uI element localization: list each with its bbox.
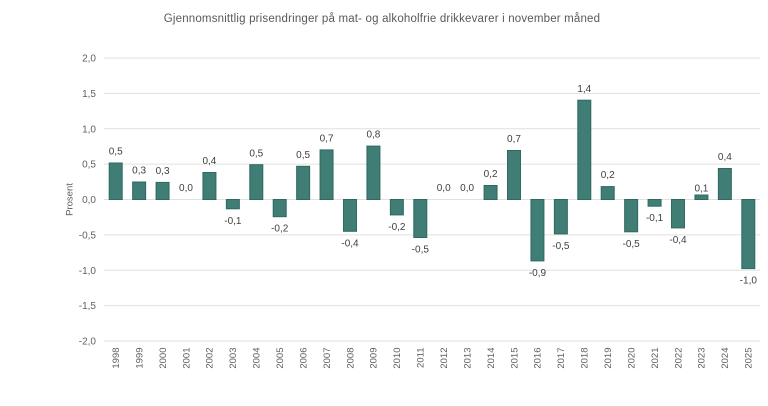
svg-text:2023: 2023 <box>697 348 708 369</box>
svg-text:-0,5: -0,5 <box>552 241 570 252</box>
svg-text:2017: 2017 <box>556 348 567 369</box>
svg-text:-0,4: -0,4 <box>341 238 359 249</box>
svg-text:2005: 2005 <box>275 348 286 369</box>
svg-text:2004: 2004 <box>252 348 263 369</box>
svg-text:2015: 2015 <box>509 348 520 369</box>
svg-text:0,7: 0,7 <box>507 134 521 145</box>
svg-text:0,5: 0,5 <box>82 160 96 171</box>
svg-text:2003: 2003 <box>228 348 239 369</box>
svg-text:2014: 2014 <box>486 348 497 369</box>
svg-text:2002: 2002 <box>205 348 216 369</box>
svg-text:2010: 2010 <box>392 348 403 369</box>
svg-text:1998: 1998 <box>111 348 122 369</box>
svg-text:2009: 2009 <box>369 348 380 369</box>
svg-text:2018: 2018 <box>580 348 591 369</box>
svg-text:-1,0: -1,0 <box>740 276 758 287</box>
svg-text:0,5: 0,5 <box>249 148 263 159</box>
svg-text:2012: 2012 <box>439 348 450 369</box>
svg-text:0,8: 0,8 <box>366 130 380 141</box>
svg-text:-0,9: -0,9 <box>529 268 547 279</box>
svg-text:0,0: 0,0 <box>460 183 474 194</box>
svg-text:2007: 2007 <box>322 348 333 369</box>
svg-text:-0,1: -0,1 <box>224 216 242 227</box>
svg-text:-0,5: -0,5 <box>623 239 641 250</box>
svg-text:2013: 2013 <box>462 348 473 369</box>
svg-text:0,0: 0,0 <box>82 195 96 206</box>
svg-text:0,0: 0,0 <box>179 183 193 194</box>
svg-text:2024: 2024 <box>720 348 731 369</box>
svg-text:1,5: 1,5 <box>82 89 96 100</box>
svg-text:1,0: 1,0 <box>82 124 96 135</box>
svg-text:Gjennomsnittlig prisendringer: Gjennomsnittlig prisendringer på mat- og… <box>164 13 600 25</box>
svg-text:-1,5: -1,5 <box>79 301 97 312</box>
svg-text:0,3: 0,3 <box>156 166 170 177</box>
svg-text:0,2: 0,2 <box>601 170 615 181</box>
svg-text:1,4: 1,4 <box>577 84 591 95</box>
svg-text:2001: 2001 <box>181 348 192 369</box>
svg-text:0,0: 0,0 <box>437 183 451 194</box>
svg-text:2019: 2019 <box>603 348 614 369</box>
svg-text:-0,4: -0,4 <box>669 235 687 246</box>
svg-text:-0,1: -0,1 <box>646 213 664 224</box>
svg-text:Prosent: Prosent <box>64 183 75 216</box>
svg-text:2022: 2022 <box>673 348 684 369</box>
svg-text:2025: 2025 <box>744 348 755 369</box>
svg-text:-0,5: -0,5 <box>412 245 430 256</box>
svg-text:2011: 2011 <box>416 348 427 368</box>
svg-text:-2,0: -2,0 <box>79 337 97 348</box>
svg-text:2008: 2008 <box>345 348 356 369</box>
svg-text:0,5: 0,5 <box>109 147 123 158</box>
svg-text:-1,0: -1,0 <box>79 266 97 277</box>
svg-text:0,3: 0,3 <box>132 166 146 177</box>
svg-text:2020: 2020 <box>626 348 637 369</box>
svg-text:-0,2: -0,2 <box>388 222 406 233</box>
svg-text:0,7: 0,7 <box>320 134 334 145</box>
svg-text:-0,5: -0,5 <box>79 230 97 241</box>
svg-text:1999: 1999 <box>134 348 145 369</box>
svg-text:2021: 2021 <box>650 348 661 369</box>
svg-text:0,4: 0,4 <box>202 156 216 167</box>
svg-text:0,5: 0,5 <box>296 150 310 161</box>
svg-text:2006: 2006 <box>298 348 309 369</box>
svg-text:2,0: 2,0 <box>82 54 96 65</box>
svg-text:2000: 2000 <box>158 348 169 369</box>
svg-text:0,4: 0,4 <box>718 152 732 163</box>
svg-text:2016: 2016 <box>533 348 544 369</box>
svg-text:-0,2: -0,2 <box>271 224 289 235</box>
svg-text:0,2: 0,2 <box>484 169 498 180</box>
svg-text:0,1: 0,1 <box>694 184 708 195</box>
